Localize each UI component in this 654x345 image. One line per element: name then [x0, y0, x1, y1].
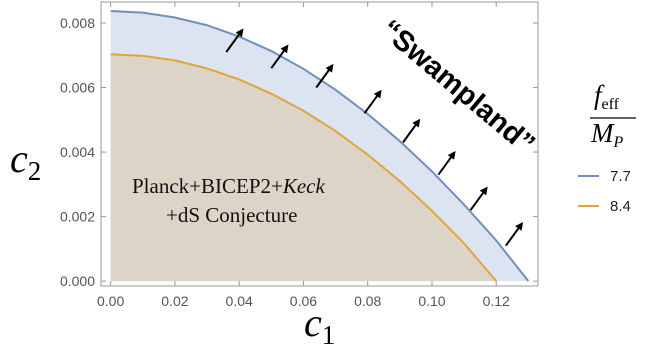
x-tick-label: 0.08 [354, 293, 381, 309]
y-axis-title: c2 [10, 136, 41, 186]
y-tick-label: 0.006 [60, 80, 95, 96]
y-tick-label: 0.000 [60, 273, 95, 289]
y-tick-label: 0.008 [60, 15, 95, 31]
swampland-arrow [437, 151, 456, 176]
series-line-2 [110, 53, 497, 282]
swampland-arrow [270, 44, 289, 69]
region-annotation-line2: +dS Conjecture [166, 203, 297, 227]
x-axis-title: c1 [304, 300, 335, 345]
swampland-arrow [225, 28, 244, 53]
x-tick-label: 0.10 [418, 293, 445, 309]
swampland-arrow [315, 63, 334, 89]
swampland-arrow [505, 222, 524, 247]
legend-title-numerator: feff [594, 80, 620, 113]
x-tick-label: 0.00 [97, 293, 124, 309]
x-tick-label: 0.06 [290, 293, 317, 309]
region-annotation-line1: Planck+BICEP2+Keck [132, 174, 326, 198]
y-tick-label: 0.002 [60, 209, 95, 225]
swampland-arrow [469, 186, 488, 211]
legend-title-denominator: MP [590, 118, 624, 151]
series-line-1 [110, 10, 530, 282]
legend-label-1: 7.7 [610, 168, 631, 185]
swampland-label: “Swampland” [375, 14, 541, 161]
legend-label-2: 8.4 [610, 198, 631, 215]
swampland-arrow [402, 118, 421, 143]
series-fill-2 [110, 54, 497, 282]
x-tick-label: 0.02 [161, 293, 188, 309]
legend: feff MP 7.7 8.4 [578, 80, 636, 215]
x-tick-label: 0.12 [483, 293, 510, 309]
y-tick-label: 0.004 [60, 144, 95, 160]
x-tick-label: 0.04 [226, 293, 253, 309]
swampland-arrow [363, 89, 382, 114]
plot-frame [100, 1, 539, 287]
